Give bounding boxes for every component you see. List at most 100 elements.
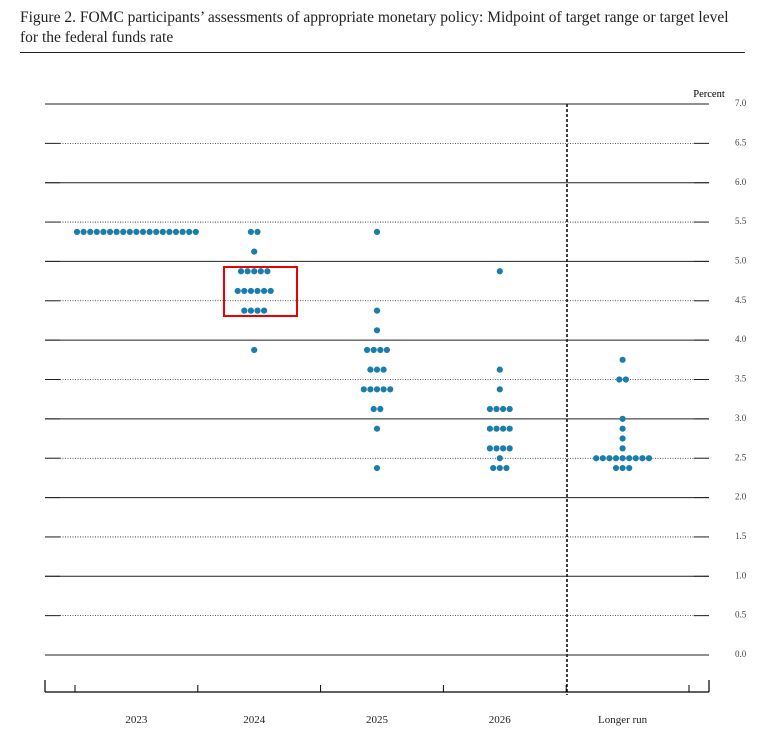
dot	[370, 346, 377, 354]
dot	[370, 405, 377, 413]
dot	[606, 455, 613, 462]
dot	[619, 435, 626, 442]
dot	[373, 366, 381, 373]
dot	[500, 445, 507, 452]
dot	[172, 228, 180, 236]
y-tick-label: 2.5	[735, 452, 747, 462]
dot	[612, 455, 620, 462]
dot	[616, 376, 623, 383]
dot	[153, 228, 160, 236]
dot	[373, 464, 381, 472]
dot	[490, 464, 497, 472]
dot	[373, 307, 381, 314]
dot	[506, 425, 513, 432]
dot	[133, 228, 140, 236]
highlight-box	[223, 266, 298, 317]
y-axis-label: Percent	[693, 89, 725, 100]
x-tick-label: Longer run	[598, 714, 648, 726]
y-tick-label: 2.0	[735, 492, 747, 502]
dot	[367, 366, 374, 373]
dot	[593, 455, 600, 462]
dot	[247, 307, 254, 314]
dot	[93, 228, 100, 236]
dot	[254, 287, 261, 295]
x-tick-label: 2023	[125, 714, 148, 726]
dot	[254, 228, 261, 236]
dot	[496, 268, 503, 275]
dot	[373, 228, 381, 236]
dot	[179, 228, 186, 236]
x-tick-label: 2025	[366, 714, 389, 726]
dot	[619, 464, 626, 472]
dot	[146, 228, 153, 236]
x-tick-label: 2024	[243, 714, 266, 726]
dot	[257, 268, 264, 275]
y-tick-label: 0.0	[735, 649, 747, 659]
dot	[500, 405, 507, 413]
dot	[612, 464, 620, 472]
dot	[261, 287, 268, 295]
y-tick-label: 5.0	[735, 255, 747, 265]
dot	[100, 228, 107, 236]
dot	[234, 287, 241, 295]
y-tick-label: 6.0	[735, 177, 747, 187]
dot	[500, 425, 507, 432]
dot	[247, 228, 254, 236]
dot	[139, 228, 147, 236]
dot	[126, 228, 133, 236]
dot	[493, 405, 500, 413]
dot	[80, 228, 87, 236]
dot	[632, 455, 639, 462]
dot	[373, 425, 381, 432]
y-tick-label: 1.0	[735, 570, 747, 580]
y-tick-label: 1.5	[735, 531, 747, 541]
dot	[247, 287, 254, 295]
y-tick-label: 7.0	[735, 98, 747, 108]
y-tick-label: 6.5	[735, 137, 747, 147]
y-tick-label: 3.5	[735, 374, 747, 384]
dot	[496, 464, 503, 472]
dot	[251, 346, 258, 354]
dot	[639, 455, 646, 462]
dot	[192, 228, 199, 236]
dot	[486, 425, 493, 432]
dot	[241, 287, 248, 295]
dot	[113, 228, 120, 236]
dot	[503, 464, 510, 472]
dot	[496, 366, 503, 373]
dot	[486, 405, 493, 413]
dot	[241, 307, 248, 314]
dot	[254, 307, 261, 314]
dot	[619, 445, 626, 452]
y-tick-label: 4.5	[735, 295, 747, 305]
dot	[622, 376, 630, 383]
dot	[251, 248, 258, 255]
dot	[599, 455, 606, 462]
dot	[377, 346, 384, 354]
dot	[186, 228, 193, 236]
dot	[619, 425, 626, 432]
dot	[380, 366, 387, 373]
dot	[360, 386, 367, 393]
dot	[159, 228, 166, 236]
dot	[373, 327, 381, 334]
dot	[383, 346, 390, 354]
dot	[264, 268, 271, 275]
dot	[496, 455, 503, 462]
dot	[261, 307, 268, 314]
chart-title: Figure 2. FOMC participants’ assessments…	[20, 8, 745, 53]
dot	[373, 386, 381, 393]
dot	[486, 445, 493, 452]
dot	[506, 445, 513, 452]
dot	[106, 228, 114, 236]
dot	[380, 386, 387, 393]
dot	[619, 455, 626, 462]
dot	[626, 455, 633, 462]
dot	[244, 268, 251, 275]
dot	[493, 445, 500, 452]
dot	[120, 228, 127, 236]
y-tick-label: 5.5	[735, 216, 747, 226]
